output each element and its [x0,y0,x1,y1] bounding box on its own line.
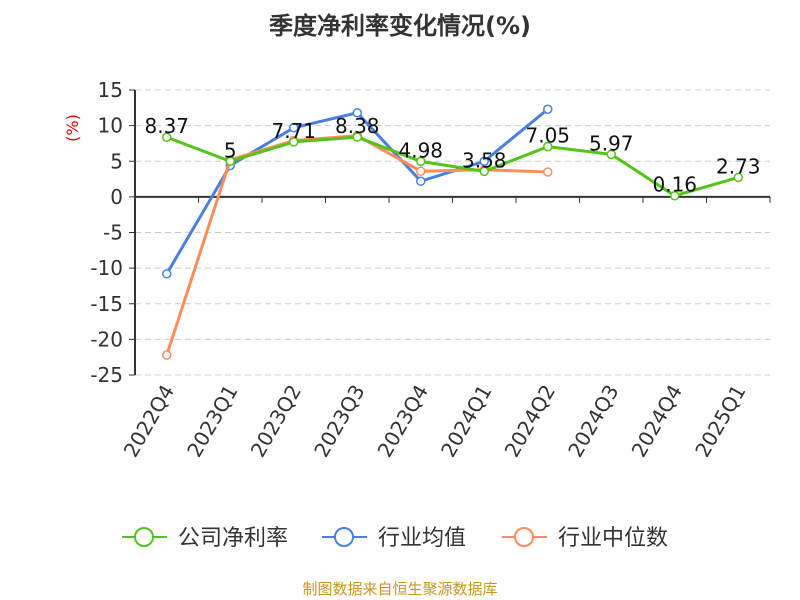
data-label: 0.16 [652,173,697,197]
legend-label: 行业中位数 [558,526,668,551]
legend-label: 公司净利率 [178,526,288,551]
x-tick-label: 2023Q1 [182,381,242,462]
data-point [416,166,426,176]
data-label: 7.71 [271,119,316,143]
data-point [289,137,299,147]
data-label: 8.38 [335,114,380,138]
x-tick-label: 2024Q3 [563,381,623,462]
y-tick-label: 10 [98,114,123,138]
y-tick-label: -20 [90,327,123,351]
y-tick-label: -5 [103,221,123,245]
legend-marker [334,527,354,547]
x-tick-label: 2024Q2 [500,381,560,462]
x-tick-label: 2023Q2 [246,381,306,462]
x-tick-label: 2025Q1 [690,381,750,462]
data-point [352,132,362,142]
y-tick-label: -15 [90,292,123,316]
data-point [543,167,553,177]
legend-label: 行业均值 [378,526,466,551]
data-point [416,156,426,167]
y-tick-label: -10 [90,256,123,280]
chart-title: 季度净利率变化情况(%) [269,12,531,40]
data-point [479,166,489,177]
data-label: 2.73 [716,154,761,178]
data-point [162,269,172,279]
legend-marker [514,527,534,547]
x-tick-label: 2024Q4 [627,381,687,462]
series-line-0 [166,135,739,198]
data-point [162,132,172,142]
data-label: 5 [224,138,237,162]
data-label: 3.58 [462,148,507,172]
data-point [225,156,235,166]
x-tick-label: 2022Q4 [119,381,179,462]
data-label: 7.05 [525,124,570,148]
data-label: 4.98 [398,138,443,162]
data-point [416,176,426,186]
y-tick-label: 0 [110,185,123,209]
y-tick-label: 5 [110,149,123,173]
y-axis-label: (%) [63,114,82,142]
x-tick-label: 2024Q1 [436,381,496,462]
data-label: 5.97 [589,131,634,155]
source-footer: 制图数据来自恒生聚源数据库 [302,580,498,598]
data-point [352,108,362,118]
x-tick-label: 2023Q3 [309,381,369,462]
y-tick-label: -25 [90,363,123,387]
data-point [289,123,299,133]
data-point [543,141,553,152]
data-point [606,149,616,160]
x-tick-label: 2023Q4 [373,381,433,462]
data-point [162,350,172,360]
y-tick-label: 15 [98,78,123,102]
data-point [733,172,743,183]
legend-marker [134,527,154,547]
data-point [670,190,680,201]
data-label: 8.37 [144,114,189,138]
data-point [543,104,553,114]
